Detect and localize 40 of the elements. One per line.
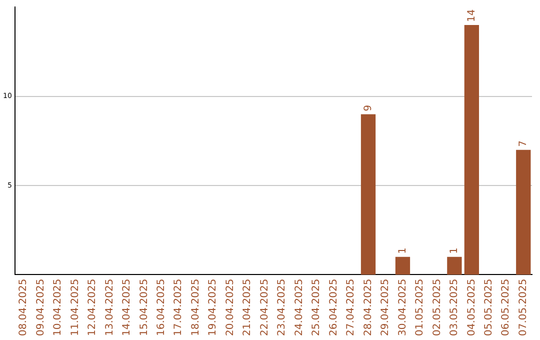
x-tick-label: 15.04.2025	[138, 278, 150, 336]
x-tick-label: 14.04.2025	[122, 278, 133, 336]
x-tick-label: 13.04.2025	[104, 278, 116, 336]
bar	[395, 256, 410, 275]
x-tick-label: 04.05.2025	[466, 278, 478, 336]
x-tick-label: 24.04.2025	[294, 278, 305, 336]
x-tick-label: 01.05.2025	[414, 278, 426, 336]
x-tick-label: 27.04.2025	[346, 278, 357, 336]
x-tick-label: 28.04.2025	[362, 278, 374, 336]
x-tick-label: 20.04.2025	[224, 278, 236, 336]
bar	[464, 25, 479, 275]
data-label: 1	[449, 248, 460, 254]
data-label: 9	[362, 104, 374, 112]
x-tick-label: 12.04.2025	[87, 278, 98, 336]
x-tick-label: 10.04.2025	[52, 278, 64, 336]
x-tick-label: 09.04.2025	[35, 278, 46, 336]
data-label: 7	[518, 140, 529, 147]
x-tick-label: 19.04.2025	[208, 278, 219, 336]
x-tick-label: 25.04.2025	[311, 278, 322, 336]
x-tick-label: 07.05.2025	[518, 278, 529, 336]
bar	[447, 256, 462, 275]
x-tick-label: 06.05.2025	[500, 278, 512, 336]
x-tick-label: 30.04.2025	[397, 278, 408, 336]
x-tick-label: 22.04.2025	[259, 278, 270, 336]
x-tick-label: 08.04.2025	[18, 278, 30, 336]
x-tick-label: 26.04.2025	[328, 278, 340, 336]
x-tick-label: 21.04.2025	[242, 278, 254, 336]
x-tick-label: 17.04.2025	[173, 278, 184, 336]
bar	[360, 114, 376, 275]
x-tick-label: 23.04.2025	[276, 278, 288, 336]
x-tick-label: 16.04.2025	[156, 278, 168, 336]
x-tick-label: 02.05.2025	[432, 278, 443, 336]
bar	[516, 150, 531, 275]
data-label: 1	[397, 248, 408, 254]
x-tick-label: 11.04.2025	[70, 278, 81, 336]
data-label: 14	[466, 9, 478, 22]
x-tick-label: 29.04.2025	[380, 278, 392, 336]
x-tick-label: 18.04.2025	[190, 278, 202, 336]
x-tick-label: 05.05.2025	[484, 278, 495, 336]
x-tick-label: 03.05.2025	[449, 278, 460, 336]
